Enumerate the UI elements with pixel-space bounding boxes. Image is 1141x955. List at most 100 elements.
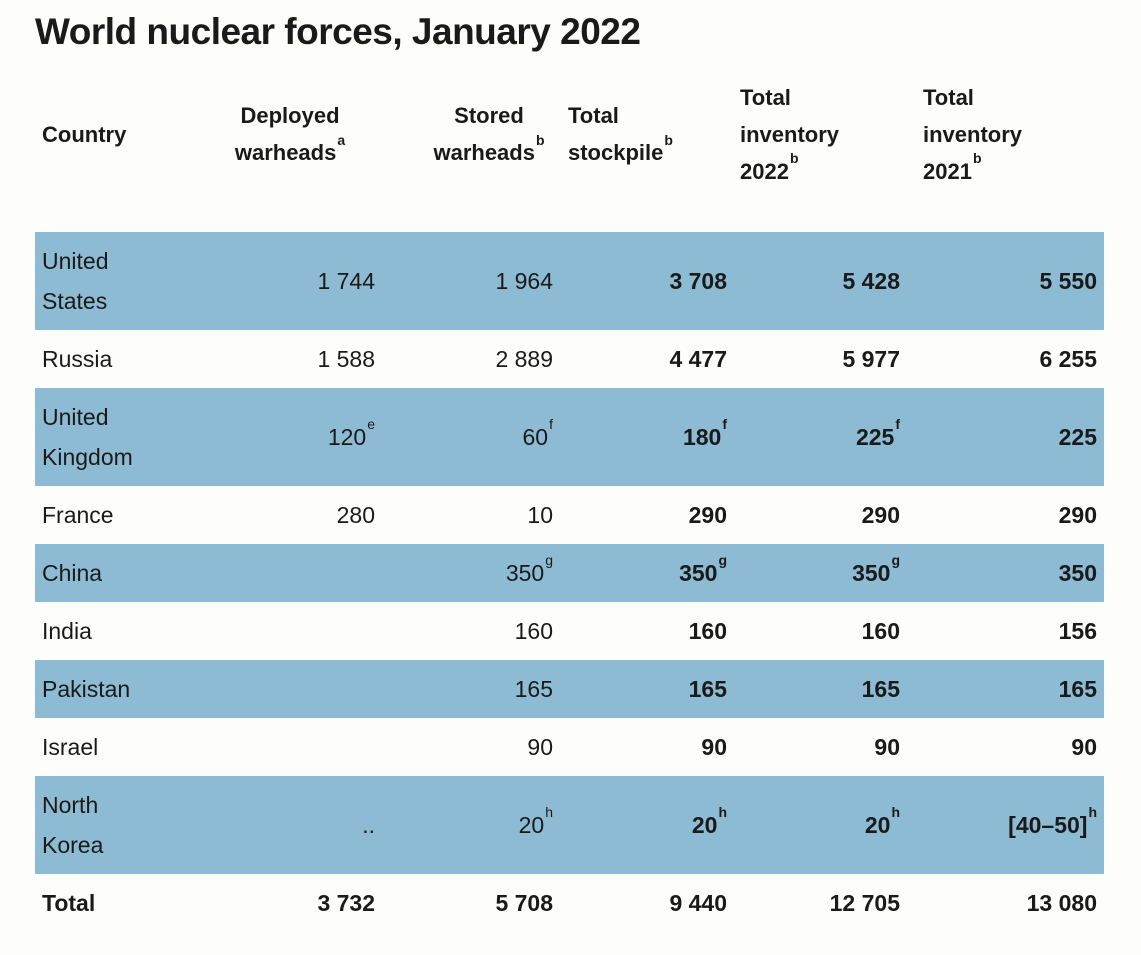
cell-value: 5 708 [495,889,553,916]
cell-value: 350 [505,559,545,586]
column-header-line: Total [568,103,619,129]
cell-country: Russia [35,339,195,379]
cell-deployed-warheads: 3 732 [195,883,385,923]
cell-value: 165 [861,675,900,702]
table-row: United Kingdom 120e 60f 180f 225f 225 [35,387,1104,486]
cell-total-inventory-2022: 290 [737,495,910,535]
cell-value: 12 705 [829,889,900,916]
cell-total-inventory-2022: 20h [737,805,910,845]
cell-value: 225 [1058,423,1097,450]
column-header-line: Total [740,84,791,110]
country-name-line: United [42,247,109,274]
column-header-line: warheadsa [234,131,346,166]
cell-total-inventory-2022: 225f [737,417,910,457]
cell-total-inventory-2021: 13 080 [910,883,1104,923]
footnote-mark: e [367,416,375,433]
country-name-line: Pakistan [42,675,131,702]
footnote-mark: h [891,804,900,821]
cell-stored-warheads: 160 [385,611,563,651]
cell-value: 90 [874,733,900,760]
cell-value: 6 255 [1039,345,1097,372]
footnote-mark: b [535,131,545,148]
country-name-line: Israel [42,733,99,760]
column-header-total-stockpile: Total stockpileb [563,97,737,171]
cell-deployed-warheads: 1 588 [195,339,385,379]
cell-stored-warheads: 1 964 [385,261,563,301]
cell-total-stockpile: 160 [563,611,737,651]
cell-value: 160 [514,617,553,644]
figure-title: World nuclear forces, January 2022 [35,11,641,52]
column-header-line: Deployed [240,103,340,129]
cell-total-inventory-2021: 225 [910,417,1104,457]
cell-total-inventory-2022: 160 [737,611,910,651]
cell-total-stockpile: 180f [563,417,737,457]
cell-value: 1 964 [495,267,553,294]
country-name-line: North [42,791,99,818]
cell-value: 165 [514,675,553,702]
cell-value: 9 440 [669,889,727,916]
cell-country: India [35,611,195,651]
footnote-mark: f [722,416,727,433]
cell-value: 180 [682,423,722,450]
table-body: United States 1 744 1 964 3 708 5 428 5 550 Rus… [35,231,1104,932]
cell-total-inventory-2022: 90 [737,727,910,767]
footnote-mark: b [789,150,799,167]
column-header-deployed-warheads: Deployed warheadsa [195,97,385,171]
cell-value: 5 428 [842,267,900,294]
cell-country: Israel [35,727,195,767]
nuclear-forces-table: Country Deployed warheadsa Stored warheadsb T… [35,79,1104,932]
column-header-country: Country [35,116,195,153]
country-name-line: Russia [42,345,113,372]
cell-total-inventory-2021: 6 255 [910,339,1104,379]
cell-value: 350 [1058,559,1097,586]
cell-total-stockpile: 90 [563,727,737,767]
column-header-line: Stored [454,103,524,129]
cell-value: 90 [1071,733,1097,760]
cell-value: 20 [518,811,545,838]
cell-value: 90 [701,733,727,760]
column-header-line: Total [923,84,974,110]
footnote-mark: f [549,416,553,433]
cell-total-inventory-2021: 350 [910,553,1104,593]
cell-value: 290 [1058,501,1097,528]
table-row: North Korea.. 20h 20h 20h [40–50]h [35,775,1104,874]
cell-deployed-warheads: 1 744 [195,261,385,301]
cell-stored-warheads: 10 [385,495,563,535]
footnote-mark: a [337,131,346,148]
cell-value: 13 080 [1026,889,1097,916]
cell-value: 3 732 [317,889,375,916]
cell-value: 120 [327,423,367,450]
column-header-stored-warheads: Stored warheadsb [385,97,563,171]
footnote-mark: h [718,804,727,821]
footnote-mark: h [545,804,553,821]
cell-value: 350 [679,559,718,586]
column-header-line: 2022b [740,150,799,184]
cell-value: .. [362,811,375,838]
cell-country: United Kingdom [35,397,195,477]
column-header-line: warheadsb [433,131,545,166]
column-header-total-inventory-2022: Total inventory 2022b [737,79,910,190]
cell-value: 280 [336,501,375,528]
footnote-mark: g [545,552,553,569]
cell-total-stockpile: 350g [563,553,737,593]
cell-country: China [35,553,195,593]
cell-value: 10 [527,501,553,528]
cell-value: 4 477 [669,345,727,372]
cell-value: 20 [864,811,891,838]
country-name-line: Kingdom [42,443,133,470]
table-row: China 350g 350g 350g 350 [35,543,1104,602]
country-name-line: Korea [42,831,104,858]
column-header-line: inventory [740,121,840,147]
cell-total-stockpile: 4 477 [563,339,737,379]
cell-value: 60 [522,423,549,450]
cell-total-inventory-2022: 12 705 [737,883,910,923]
cell-value: 90 [527,733,553,760]
cell-value: 2 889 [495,345,553,372]
cell-total-inventory-2022: 5 977 [737,339,910,379]
cell-country: North Korea [35,785,195,865]
country-name-line: China [42,559,103,586]
cell-total-inventory-2022: 165 [737,669,910,709]
cell-value: 1 744 [317,267,375,294]
footnote-mark: b [972,150,982,167]
